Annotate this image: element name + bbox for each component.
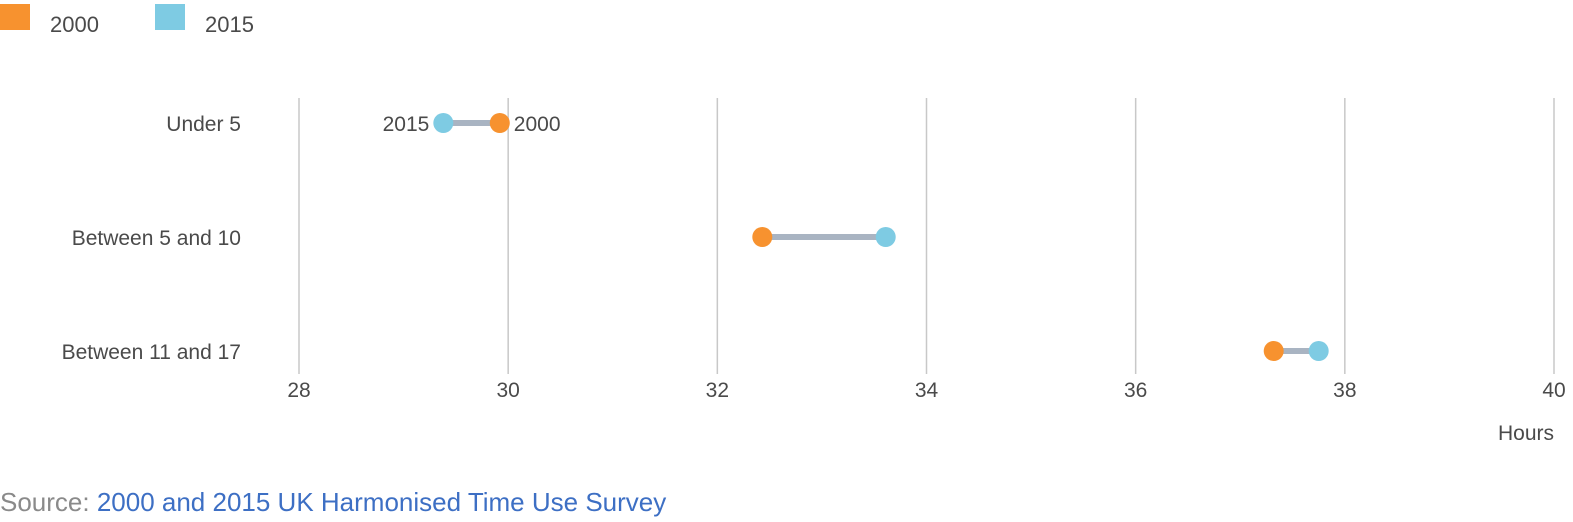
category-label-between-11-and-17: Between 11 and 17 <box>62 341 241 364</box>
category-label-between-5-and-10: Between 5 and 10 <box>72 227 241 250</box>
legend-label-2015: 2015 <box>205 12 254 37</box>
x-tick-label-34: 34 <box>915 379 939 402</box>
point-label-left: 2015 <box>383 113 430 136</box>
point-2000-under-5 <box>489 113 510 133</box>
point-2000-between-11-and-17 <box>1263 341 1284 361</box>
point-2000-between-5-and-10 <box>752 227 773 247</box>
category-label-under-5: Under 5 <box>166 113 241 136</box>
source-note: Source: 2000 and 2015 UK Harmonised Time… <box>0 487 666 518</box>
x-axis-label: Hours <box>1498 422 1554 445</box>
point-label-right: 2000 <box>514 113 561 136</box>
x-tick-label-38: 38 <box>1333 379 1356 402</box>
legend-swatch-2015 <box>155 4 185 30</box>
point-2015-between-11-and-17 <box>1308 341 1329 361</box>
source-prefix: Source: <box>0 487 97 517</box>
x-tick-label-32: 32 <box>706 379 729 402</box>
x-tick-label-36: 36 <box>1124 379 1147 402</box>
legend-swatch-2000 <box>0 4 30 30</box>
x-tick-label-30: 30 <box>496 379 519 402</box>
source-link[interactable]: 2000 and 2015 UK Harmonised Time Use Sur… <box>96 487 667 517</box>
point-2015-under-5 <box>433 113 454 133</box>
x-tick-label-28: 28 <box>287 379 310 402</box>
x-tick-label-40: 40 <box>1542 379 1565 402</box>
dumbbell-chart: 28 30 32 34 36 38 40 Hours Under 5 Between 5 and … <box>62 98 1566 445</box>
legend-label-2000: 2000 <box>50 12 99 37</box>
point-2015-between-5-and-10 <box>875 227 896 247</box>
